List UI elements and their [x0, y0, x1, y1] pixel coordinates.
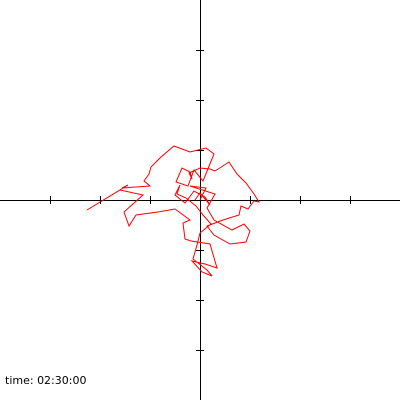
trajectory-trace [86, 145, 261, 277]
time-readout: time: 02:30:00 [5, 374, 86, 387]
time-value: 02:30:00 [37, 374, 87, 387]
time-label: time: [5, 374, 34, 387]
trajectory-line [86, 145, 261, 277]
